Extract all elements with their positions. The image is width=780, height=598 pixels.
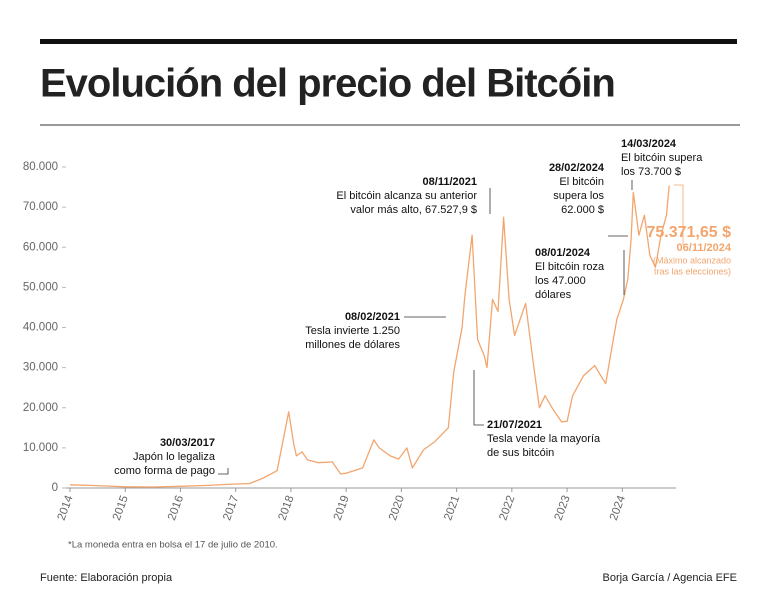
annotation-text: Tesla invierte 1.250 [305, 325, 400, 337]
x-tick-label: 2015 [111, 494, 131, 522]
annotation-text: Japón lo legaliza [133, 451, 216, 463]
last-date: 06/11/2024 [677, 242, 732, 254]
credit: Borja García / Agencia EFE [602, 572, 737, 584]
leader-line [218, 468, 229, 475]
x-tick-label: 2017 [221, 494, 241, 522]
y-tick-label: 50.000 [23, 281, 58, 293]
annotation-text: El bitcóin [559, 176, 604, 188]
chart-title: Evolución del precio del Bitcóin [40, 62, 615, 106]
y-tick-label: 70.000 [23, 201, 58, 213]
annotation-text: valor más alto, 67.527,9 $ [350, 204, 477, 216]
annotation-date: 08/02/2021 [345, 311, 400, 323]
annotation-date: 30/03/2017 [160, 437, 215, 449]
annotation-text: dólares [535, 289, 572, 301]
leader-line [473, 370, 484, 426]
y-tick-label: 80.000 [23, 161, 58, 173]
x-tick-label: 2016 [166, 494, 186, 522]
annotation-text: El bitcóin alcanza su anterior [336, 190, 477, 202]
x-tick-label: 2014 [56, 493, 76, 522]
annotation-text: como forma de pago [114, 465, 215, 477]
annotation-text: El bitcóin supera [621, 152, 703, 164]
annotation-text: Tesla vende la mayoría [487, 433, 601, 445]
annotation-text: supera los [553, 190, 604, 202]
y-tick-label: 10.000 [23, 442, 58, 454]
annotation-date: 08/01/2024 [535, 247, 591, 259]
source: Fuente: Elaboración propia [40, 572, 173, 584]
y-tick-label: 60.000 [23, 241, 58, 253]
annotation-text: El bitcóin roza [535, 261, 605, 273]
annotation-text: millones de dólares [305, 339, 400, 351]
x-tick-label: 2024 [608, 493, 628, 522]
last-note: (Máximo alcanzado [653, 255, 731, 265]
annotation-text: 62.000 $ [561, 204, 604, 216]
annotation-date: 21/07/2021 [487, 419, 542, 431]
leader-line [674, 184, 684, 245]
top-rule [40, 39, 737, 44]
x-tick-label: 2022 [497, 494, 517, 522]
y-tick-label: 0 [52, 482, 58, 494]
x-tick-label: 2023 [553, 494, 573, 522]
footnote: *La moneda entra en bolsa el 17 de julio… [68, 540, 278, 551]
y-tick-label: 40.000 [23, 322, 58, 334]
last-value-label: 75.371,65 $ [646, 224, 731, 241]
y-tick-label: 30.000 [23, 362, 58, 374]
last-note: tras las elecciones) [654, 266, 731, 276]
annotation-text: los 73.700 $ [621, 166, 681, 178]
annotation-date: 08/11/2021 [423, 176, 477, 188]
annotation-text: los 47.000 [535, 275, 586, 287]
annotation-date: 14/03/2024 [621, 138, 677, 150]
annotation-text: de sus bitcóin [487, 447, 554, 459]
y-tick-label: 20.000 [23, 402, 58, 414]
x-tick-label: 2021 [442, 494, 462, 522]
x-tick-label: 2019 [332, 494, 352, 522]
price-line [69, 185, 670, 488]
annotation-date: 28/02/2024 [549, 162, 605, 174]
x-tick-label: 2020 [387, 494, 407, 522]
x-tick-label: 2018 [277, 494, 297, 522]
